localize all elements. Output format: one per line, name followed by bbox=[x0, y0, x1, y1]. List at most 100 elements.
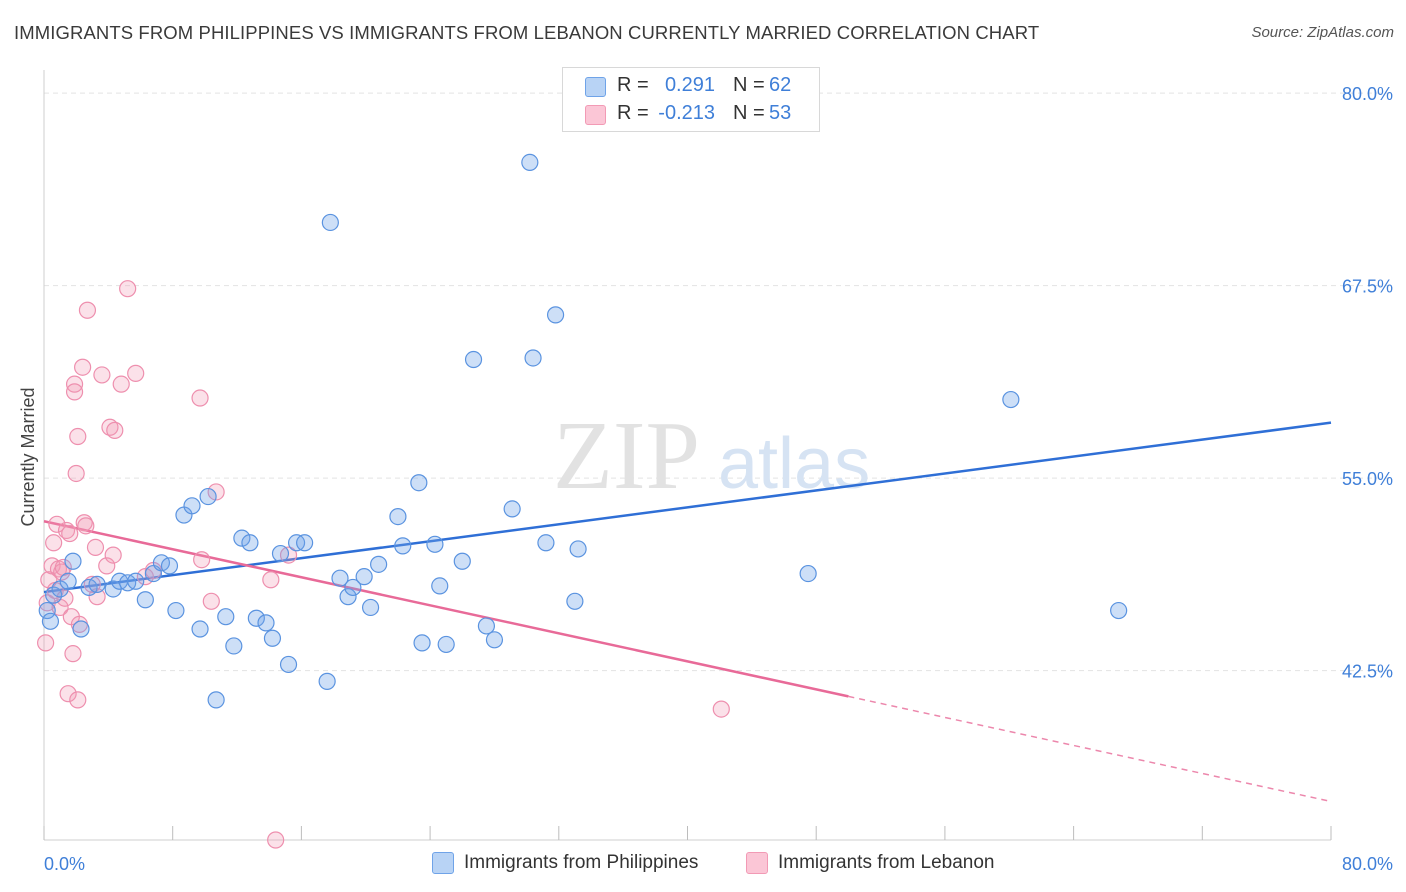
lebanon-point bbox=[65, 383, 84, 401]
lebanon-point bbox=[112, 375, 130, 393]
philippines-point bbox=[225, 637, 243, 655]
philippines-point bbox=[257, 614, 275, 632]
lebanon-point bbox=[207, 483, 225, 501]
philippines-point bbox=[344, 578, 362, 597]
philippines-point bbox=[355, 568, 373, 586]
y-tick-label: 55.0% bbox=[1342, 469, 1393, 489]
chart-title: IMMIGRANTS FROM PHILIPPINES VS IMMIGRANT… bbox=[14, 22, 1040, 43]
lebanon-point bbox=[74, 358, 92, 376]
philippines-point bbox=[1110, 601, 1128, 620]
legend-n-value: 53 bbox=[769, 102, 792, 124]
lebanon-point bbox=[106, 421, 124, 439]
philippines-point bbox=[566, 592, 584, 610]
philippines-point bbox=[339, 588, 357, 606]
philippines-point bbox=[41, 612, 60, 630]
philippines-point bbox=[503, 500, 521, 518]
correlation-legend: R = 0.291 N = 62 R = -0.213 N = 53 bbox=[562, 67, 820, 132]
lebanon-point bbox=[61, 524, 79, 543]
lebanon-point bbox=[101, 418, 119, 436]
philippines-point bbox=[241, 534, 259, 552]
lebanon-point bbox=[69, 691, 87, 709]
axes bbox=[43, 70, 1332, 841]
philippines-point bbox=[464, 350, 483, 369]
lebanon-point bbox=[77, 517, 95, 535]
tick-labels: 42.5% 55.0% 67.5% 80.0% 0.0% 80.0% bbox=[44, 84, 1393, 874]
lebanon-swatch bbox=[585, 105, 606, 125]
philippines-point bbox=[199, 487, 217, 506]
philippines-point bbox=[569, 540, 587, 558]
philippines-point bbox=[160, 557, 179, 575]
lebanon-point bbox=[59, 685, 77, 703]
lebanon-point bbox=[78, 301, 97, 319]
philippines-point bbox=[389, 507, 407, 526]
philippines-point bbox=[72, 620, 90, 638]
legend-label: Immigrants from Philippines bbox=[464, 852, 699, 874]
philippines-points bbox=[38, 153, 1128, 709]
trend-lines bbox=[43, 421, 1332, 803]
lebanon-point bbox=[64, 645, 82, 663]
philippines-point bbox=[217, 608, 235, 626]
lebanon-point bbox=[67, 464, 85, 483]
lebanon-trend-extension bbox=[848, 695, 1332, 803]
philippines-point bbox=[410, 474, 428, 492]
lebanon-point bbox=[104, 546, 122, 564]
lebanon-point bbox=[119, 280, 137, 298]
lebanon-point bbox=[45, 534, 63, 552]
philippines-point bbox=[247, 609, 265, 627]
lebanon-point bbox=[40, 571, 58, 589]
x-tick-label: 80.0% bbox=[1342, 854, 1393, 874]
lebanon-point bbox=[267, 831, 285, 849]
lebanon-swatch bbox=[746, 852, 768, 874]
philippines-point bbox=[437, 635, 455, 654]
philippines-point bbox=[485, 631, 504, 649]
lebanon-point bbox=[191, 389, 209, 407]
watermark-atlas: atlas bbox=[718, 424, 870, 504]
legend-label: Immigrants from Lebanon bbox=[778, 852, 995, 874]
philippines-point bbox=[799, 564, 817, 583]
philippines-point bbox=[453, 552, 471, 570]
philippines-point bbox=[233, 529, 251, 547]
philippines-point bbox=[263, 629, 282, 647]
philippines-point bbox=[271, 544, 290, 563]
lebanon-point bbox=[202, 592, 220, 610]
lebanon-point bbox=[93, 366, 111, 384]
legend-r-label: R = bbox=[617, 102, 649, 124]
legend-n-label: N = bbox=[733, 102, 765, 124]
lebanon-point bbox=[262, 571, 280, 589]
philippines-point bbox=[477, 617, 496, 635]
source-label: Source: ZipAtlas.com bbox=[1251, 24, 1394, 41]
philippines-point bbox=[279, 655, 298, 674]
gridlines bbox=[44, 92, 1394, 672]
philippines-point bbox=[537, 534, 555, 552]
philippines-point bbox=[318, 672, 336, 690]
philippines-point bbox=[524, 349, 542, 367]
lebanon-point bbox=[57, 521, 76, 540]
philippines-swatch bbox=[432, 852, 454, 874]
lebanon-point bbox=[712, 700, 730, 718]
lebanon-point bbox=[127, 364, 145, 382]
philippines-trend-line bbox=[43, 421, 1332, 594]
legend-row-philippines: R = 0.291 N = 62 bbox=[563, 72, 819, 100]
y-axis-label: Currently Married bbox=[18, 387, 38, 526]
philippines-point bbox=[413, 634, 431, 652]
lebanon-point bbox=[86, 538, 105, 557]
legend-item-lebanon[interactable]: Immigrants from Lebanon bbox=[746, 852, 995, 878]
philippines-point bbox=[296, 534, 314, 552]
philippines-point bbox=[426, 535, 444, 553]
philippines-point bbox=[521, 153, 539, 171]
lebanon-point bbox=[193, 551, 211, 569]
legend-r-value: -0.213 bbox=[658, 102, 715, 124]
legend-row-lebanon: R = -0.213 N = 53 bbox=[563, 100, 819, 128]
philippines-point bbox=[167, 601, 185, 620]
philippines-point bbox=[59, 572, 77, 590]
philippines-point bbox=[88, 575, 106, 593]
philippines-point bbox=[431, 577, 449, 595]
philippines-point bbox=[191, 620, 209, 638]
lebanon-point bbox=[98, 557, 116, 575]
philippines-point bbox=[136, 591, 154, 609]
philippines-point bbox=[127, 572, 145, 590]
legend-item-philippines[interactable]: Immigrants from Philippines bbox=[432, 852, 698, 878]
lebanon-trend-line bbox=[43, 519, 849, 698]
y-tick-label: 67.5% bbox=[1342, 277, 1393, 297]
